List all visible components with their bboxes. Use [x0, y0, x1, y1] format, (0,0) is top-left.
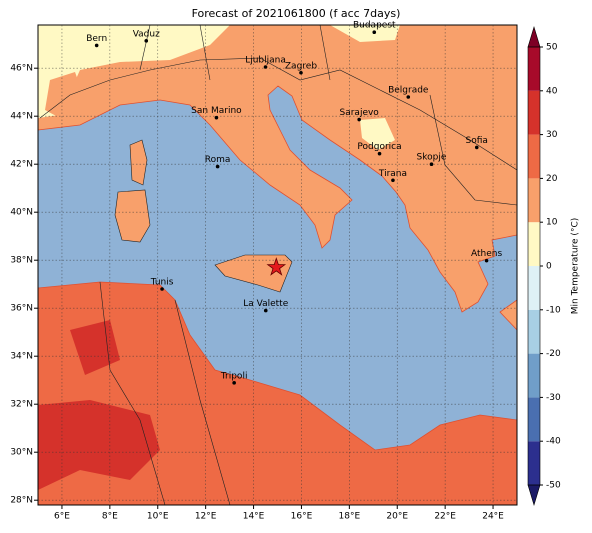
- city-dot: [144, 39, 149, 43]
- city-label: Ljubljana: [245, 56, 286, 66]
- city-dot: [484, 258, 489, 263]
- colorbar-tick-label: -30: [546, 393, 561, 403]
- city-label: Tirana: [378, 169, 407, 179]
- borders: [39, 25, 517, 505]
- city-label: Bern: [86, 34, 107, 44]
- city-dot: [429, 162, 434, 166]
- colorbar-tick-label: -40: [546, 437, 561, 447]
- city-dot: [377, 151, 382, 156]
- lon-tick-label: 6°E: [54, 512, 70, 522]
- city-label: La Valette: [243, 299, 288, 309]
- city-label: Athens: [471, 249, 502, 259]
- colorbar-tick-label: 0: [546, 262, 552, 272]
- city-label: Vaduz: [133, 29, 160, 39]
- city-label: Podgorica: [357, 142, 401, 152]
- lat-tick-label: 40°N: [10, 208, 33, 218]
- city-dot: [160, 287, 164, 291]
- city-label: Sarajevo: [340, 108, 380, 118]
- colorbar-tick-label: -10: [546, 305, 561, 315]
- colorbar-band: [528, 397, 540, 442]
- colorbar-band: [528, 90, 540, 135]
- highland-cool: [330, 25, 400, 150]
- title: Forecast of 2021061800 (f acc 7days): [192, 7, 401, 20]
- colorbar-tick-label: 20: [546, 174, 558, 184]
- colorbar-band: [528, 266, 540, 310]
- city-dot: [94, 43, 99, 48]
- lon-tick-label: 14°E: [243, 512, 265, 522]
- city-dot: [372, 30, 377, 34]
- city-dot: [263, 65, 268, 69]
- colorbar-band: [528, 222, 540, 266]
- colorbar-tick-label: 10: [546, 218, 558, 228]
- city-dot: [214, 115, 219, 120]
- lat-tick-label: 32°N: [10, 400, 33, 410]
- lon-tick-label: 24°E: [482, 512, 504, 522]
- colorbar-band: [528, 178, 540, 223]
- city-dot: [263, 308, 268, 313]
- lon-tick-label: 10°E: [147, 512, 169, 522]
- city-label: Budapest: [353, 21, 396, 31]
- colorbar-label: Min Temperature (°C): [571, 218, 581, 315]
- colorbar-band: [528, 47, 540, 91]
- lon-tick-label: 12°E: [195, 512, 217, 522]
- city-label: Tunis: [150, 278, 174, 288]
- city-label: Belgrade: [388, 86, 429, 96]
- alps-cool: [38, 25, 230, 118]
- lon-tick-label: 18°E: [339, 512, 361, 522]
- islands: [114, 139, 151, 243]
- map-frame: [37, 24, 518, 506]
- lat-tick-label: 38°N: [10, 256, 33, 266]
- colorbar-tick-label: 50: [546, 43, 558, 53]
- colorbar-band: [528, 309, 540, 354]
- colorbar-tick-label: 30: [546, 130, 558, 140]
- lat-tick-label: 46°N: [10, 64, 33, 74]
- colorbar-under: [527, 484, 541, 507]
- overlay: 6°E 8°E 10°E 12°E 14°E 16°E 18°E 20°E 22°E 24°E 28…: [10, 21, 517, 522]
- lon-tick-label: 22°E: [434, 512, 456, 522]
- city-dot: [474, 145, 479, 150]
- colorbar-band: [528, 441, 540, 485]
- lat-tick-label: 30°N: [10, 448, 33, 458]
- city-dot: [357, 117, 361, 122]
- lat-tick-label: 42°N: [10, 160, 33, 170]
- lat-tick-label: 36°N: [10, 304, 33, 314]
- lat-tick-label: 34°N: [10, 352, 33, 362]
- city-label: Tripoli: [220, 371, 248, 381]
- city-dot: [215, 164, 220, 169]
- lon-tick-label: 8°E: [102, 512, 118, 522]
- colorbar-band: [528, 353, 540, 398]
- location-marker: [266, 257, 287, 276]
- city-dot: [391, 178, 395, 183]
- colorbar-band: [528, 134, 540, 179]
- colorbar-tick-label: -20: [546, 349, 561, 359]
- lat-tick-label: 28°N: [10, 496, 33, 506]
- colorbar-tick-label: -50: [546, 481, 561, 491]
- lon-tick-label: 16°E: [291, 512, 313, 522]
- city-label: Zagreb: [285, 61, 317, 71]
- city-dot: [406, 95, 411, 99]
- lon-tick-label: 20°E: [386, 512, 408, 522]
- city-label: Sofia: [466, 136, 488, 146]
- colorbar-over: [527, 25, 541, 48]
- city-dot: [232, 381, 236, 385]
- city-dot: [299, 70, 303, 75]
- city-label: Skopje: [417, 153, 447, 163]
- lat-tick-label: 44°N: [10, 112, 33, 122]
- colorbar-tick-label: 40: [546, 86, 558, 96]
- city-label: San Marino: [191, 106, 242, 116]
- africa-hot: [38, 320, 160, 490]
- city-label: Roma: [205, 155, 231, 165]
